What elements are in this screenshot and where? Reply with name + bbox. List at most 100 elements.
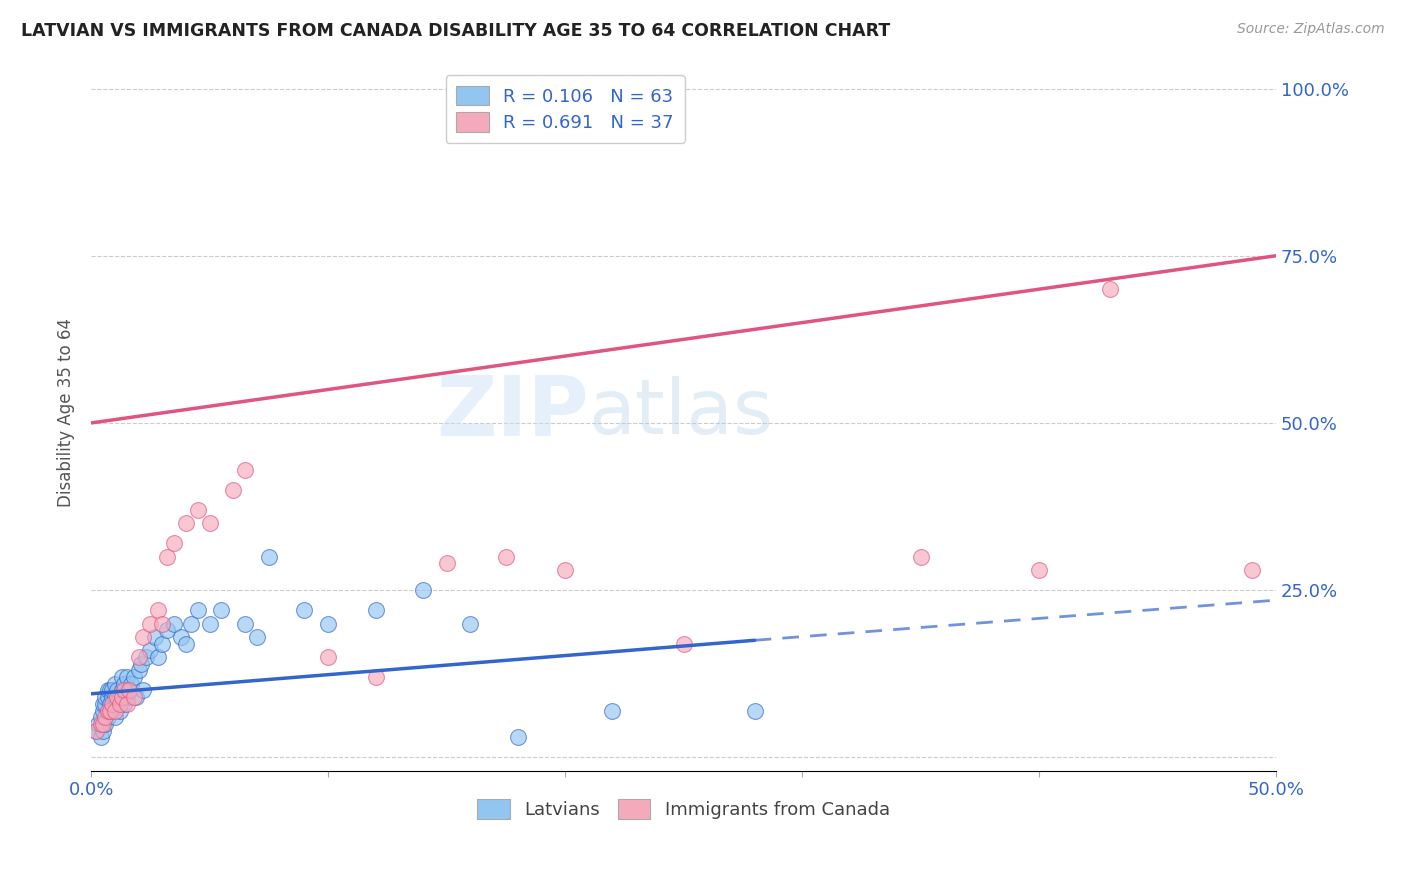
Point — [91, 717, 114, 731]
Point — [98, 704, 121, 718]
Point — [554, 563, 576, 577]
Point — [94, 710, 117, 724]
Legend: Latvians, Immigrants from Canada: Latvians, Immigrants from Canada — [470, 792, 897, 826]
Point — [174, 516, 197, 531]
Point — [111, 683, 134, 698]
Point — [436, 557, 458, 571]
Point — [118, 683, 141, 698]
Point — [364, 670, 387, 684]
Point — [910, 549, 932, 564]
Point — [412, 583, 434, 598]
Point — [98, 697, 121, 711]
Point — [118, 683, 141, 698]
Point — [135, 650, 157, 665]
Point — [104, 710, 127, 724]
Point — [672, 637, 695, 651]
Text: atlas: atlas — [589, 376, 773, 450]
Point — [187, 503, 209, 517]
Point — [143, 630, 166, 644]
Point — [132, 683, 155, 698]
Point — [198, 516, 221, 531]
Point — [150, 637, 173, 651]
Point — [98, 683, 121, 698]
Point — [132, 630, 155, 644]
Point — [211, 603, 233, 617]
Point — [105, 697, 128, 711]
Point — [97, 710, 120, 724]
Point — [101, 697, 124, 711]
Point — [90, 710, 112, 724]
Point — [90, 731, 112, 745]
Point — [105, 690, 128, 705]
Point — [246, 630, 269, 644]
Point — [108, 704, 131, 718]
Text: ZIP: ZIP — [436, 373, 589, 453]
Point — [506, 731, 529, 745]
Point — [84, 723, 107, 738]
Point — [1099, 282, 1122, 296]
Point — [111, 670, 134, 684]
Point — [120, 677, 142, 691]
Point — [111, 690, 134, 705]
Point — [97, 683, 120, 698]
Point — [139, 616, 162, 631]
Text: Source: ZipAtlas.com: Source: ZipAtlas.com — [1237, 22, 1385, 37]
Point — [98, 704, 121, 718]
Point — [104, 677, 127, 691]
Point — [198, 616, 221, 631]
Point — [108, 690, 131, 705]
Point — [495, 549, 517, 564]
Point — [112, 683, 135, 698]
Point — [91, 723, 114, 738]
Point — [146, 603, 169, 617]
Point — [146, 650, 169, 665]
Point — [104, 690, 127, 705]
Point — [90, 717, 112, 731]
Point — [233, 616, 256, 631]
Point — [163, 536, 186, 550]
Point — [163, 616, 186, 631]
Point — [1241, 563, 1264, 577]
Point — [101, 690, 124, 705]
Point — [128, 664, 150, 678]
Point — [294, 603, 316, 617]
Point — [101, 683, 124, 698]
Point — [87, 717, 110, 731]
Point — [316, 650, 339, 665]
Point — [180, 616, 202, 631]
Point — [316, 616, 339, 631]
Point — [128, 650, 150, 665]
Point — [105, 683, 128, 698]
Point — [156, 624, 179, 638]
Point — [156, 549, 179, 564]
Point — [112, 697, 135, 711]
Point — [91, 697, 114, 711]
Y-axis label: Disability Age 35 to 64: Disability Age 35 to 64 — [58, 318, 75, 508]
Point — [174, 637, 197, 651]
Point — [150, 616, 173, 631]
Point — [91, 704, 114, 718]
Point — [122, 690, 145, 705]
Point — [94, 690, 117, 705]
Point — [458, 616, 481, 631]
Point — [364, 603, 387, 617]
Point — [115, 690, 138, 705]
Point — [257, 549, 280, 564]
Point — [233, 463, 256, 477]
Point — [122, 670, 145, 684]
Point — [744, 704, 766, 718]
Point — [94, 697, 117, 711]
Point — [139, 643, 162, 657]
Point — [602, 704, 624, 718]
Point — [125, 690, 148, 705]
Point — [94, 717, 117, 731]
Point — [104, 704, 127, 718]
Point — [84, 723, 107, 738]
Point — [222, 483, 245, 497]
Point — [97, 690, 120, 705]
Point — [170, 630, 193, 644]
Point — [115, 697, 138, 711]
Point — [187, 603, 209, 617]
Point — [108, 697, 131, 711]
Point — [1028, 563, 1050, 577]
